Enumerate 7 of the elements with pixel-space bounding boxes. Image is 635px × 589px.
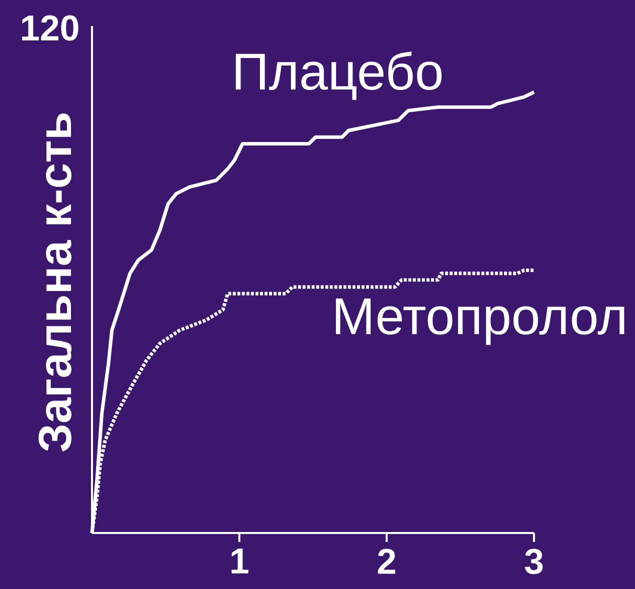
text: 120	[22, 15, 78, 41]
x-tick-label: 2	[378, 548, 396, 574]
series-label: Метопролол	[336, 298, 624, 345]
x-tick-label: 1	[232, 548, 248, 574]
y-axis-title: Загальна к-сть	[38, 113, 72, 452]
x-tick-label: 3	[524, 548, 543, 574]
series-label: Плацебо	[236, 52, 442, 100]
